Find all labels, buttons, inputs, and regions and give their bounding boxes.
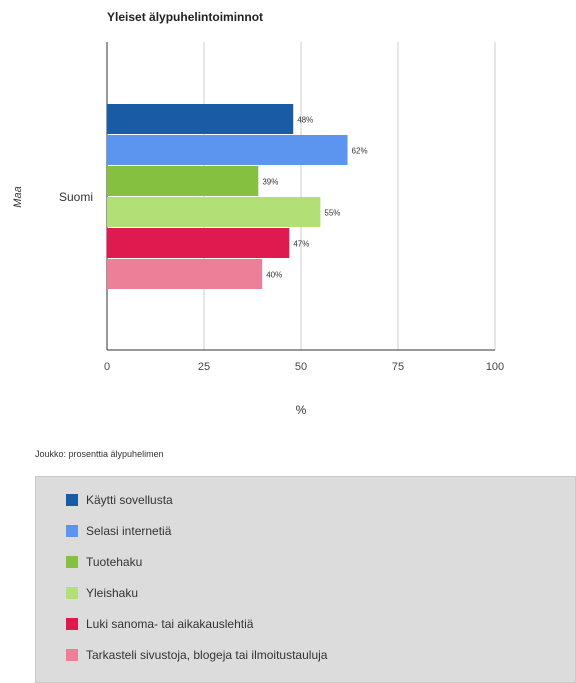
legend-swatch — [66, 618, 78, 630]
bar-value-label: 40% — [266, 271, 282, 280]
legend-item: Tuotehaku — [66, 555, 142, 569]
x-tick-label: 75 — [392, 361, 404, 373]
legend-label: Selasi internetiä — [86, 524, 172, 538]
legend-label: Käytti sovellusta — [86, 493, 173, 507]
bar — [107, 197, 321, 227]
footnote: Joukko: prosenttia älypuhelimen — [35, 449, 164, 459]
legend-label: Yleishaku — [86, 586, 139, 600]
bar — [107, 259, 263, 289]
bar — [107, 166, 259, 196]
x-tick-label: 25 — [198, 361, 210, 373]
bar-value-label: 48% — [297, 116, 313, 125]
bar-value-label: 39% — [262, 178, 278, 187]
category-label: Suomi — [59, 190, 93, 204]
legend-label: Luki sanoma- tai aikakauslehtiä — [86, 617, 254, 631]
legend-item: Yleishaku — [66, 586, 138, 600]
bar-value-label: 55% — [324, 209, 340, 218]
x-axis-title: % — [296, 403, 307, 417]
bar — [107, 135, 348, 165]
legend: Käytti sovellusta Selasi internetiä Tuoteh… — [35, 476, 576, 683]
bar-chart: 0 25 50 75 100 Suomi Maa% 48% 62% 39% 55% 47% 40% — [12, 42, 504, 417]
x-tick-label: 0 — [104, 361, 110, 373]
x-tick-label: 100 — [486, 361, 504, 373]
legend-item: Käytti sovellusta — [66, 493, 173, 507]
legend-item: Selasi internetiä — [66, 524, 171, 538]
legend-swatch — [66, 587, 78, 599]
legend-label: Tarkasteli sivustoja, blogeja tai ilmoit… — [86, 648, 328, 662]
bar-value-label: 47% — [293, 240, 309, 249]
legend-item: Tarkasteli sivustoja, blogeja tai ilmoit… — [66, 648, 327, 662]
legend-swatch — [66, 494, 78, 506]
y-axis-title: Maa — [12, 186, 24, 207]
legend-swatch — [66, 649, 78, 661]
chart-title: Yleiset älypuhelintoiminnot — [107, 10, 264, 24]
legend-label: Tuotehaku — [86, 555, 143, 569]
legend-swatch — [66, 525, 78, 537]
bar — [107, 228, 290, 258]
legend-item: Luki sanoma- tai aikakauslehtiä — [66, 617, 253, 631]
legend-swatch — [66, 556, 78, 568]
bar — [107, 104, 294, 134]
bar-value-label: 62% — [352, 147, 368, 156]
x-tick-label: 50 — [295, 361, 307, 373]
